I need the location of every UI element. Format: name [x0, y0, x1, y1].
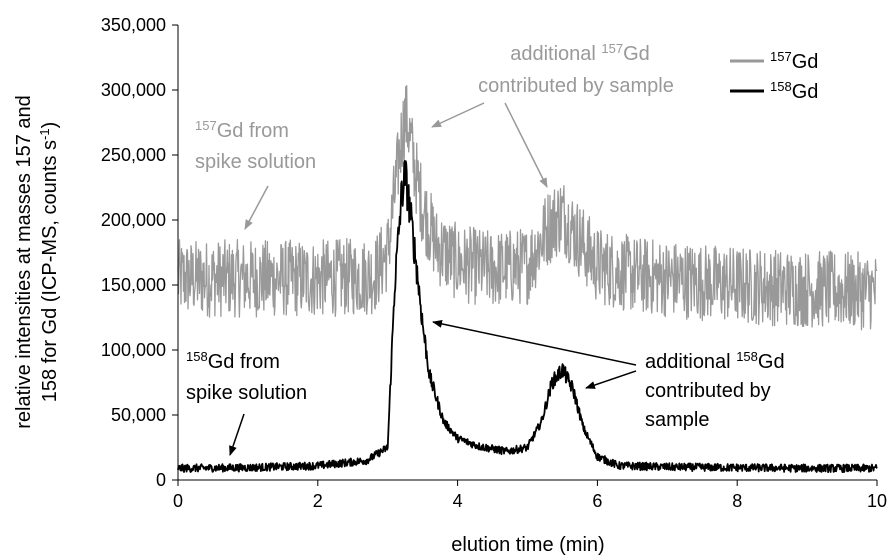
annotation-arrow-157gd-peak2	[504, 102, 548, 188]
x-tick-label: 10	[867, 491, 887, 511]
annotation-158gd-additional-line2: contributed by	[645, 380, 771, 402]
annotation-158gd-spike: 158Gd from spike solution	[186, 349, 307, 456]
legend-label-157gd: 157Gd	[770, 49, 818, 73]
y-axis-title-line2: 158 for Gd (ICP-MS, counts s-1)	[37, 122, 61, 403]
annotation-157gd-additional-line2: contributed by sample	[478, 75, 674, 97]
y-tick-label: 100,000	[101, 340, 166, 360]
x-tick-label: 8	[732, 491, 742, 511]
annotation-158gd-additional-line1: additional 158Gd	[645, 349, 785, 373]
annotation-158gd-additional-line3: sample	[645, 409, 709, 431]
annotation-157gd-additional: additional 157Gd contributed by sample	[431, 41, 674, 188]
axes	[172, 24, 878, 486]
plot-area	[177, 85, 878, 474]
y-tick-label: 200,000	[101, 210, 166, 230]
annotation-arrow-158gd-peak2	[585, 370, 637, 389]
annotation-157gd-spike-line2: spike solution	[195, 151, 316, 173]
x-axis-title: elution time (min)	[451, 534, 604, 556]
x-tick-label: 6	[592, 491, 602, 511]
x-tick-label: 0	[173, 491, 183, 511]
annotation-157gd-additional-line1: additional 157Gd	[510, 41, 650, 65]
annotation-158gd-additional: additional 158Gd contributed by sample	[432, 319, 785, 431]
y-tick-label: 250,000	[101, 145, 166, 165]
annotation-arrow-157gd-spike	[244, 185, 269, 230]
y-tick-label: 300,000	[101, 80, 166, 100]
series-line-158gd	[177, 160, 878, 474]
y-tick-label: 50,000	[111, 405, 166, 425]
y-tick-label: 0	[156, 470, 166, 490]
tick-labels: 0 50,000 100,000 150,000 200,000 250,000 300,0…	[101, 15, 887, 511]
y-tick-label: 150,000	[101, 275, 166, 295]
annotation-arrow-158gd-peak1	[432, 319, 637, 366]
y-axis-title-line1: relative intensities at masses 157 and	[13, 95, 35, 429]
annotation-158gd-spike-line2: spike solution	[186, 382, 307, 404]
x-tick-label: 4	[453, 491, 463, 511]
legend-label-158gd: 158Gd	[770, 79, 818, 103]
annotation-arrow-158gd-spike	[229, 413, 245, 456]
annotation-157gd-spike: 157Gd from spike solution	[195, 118, 316, 230]
annotation-158gd-spike-line1: 158Gd from	[186, 349, 280, 373]
legend: 157Gd 158Gd	[730, 49, 818, 103]
y-axis-title: relative intensities at masses 157 and 1…	[13, 95, 61, 429]
annotation-arrow-157gd-peak1	[431, 102, 485, 128]
series-line-157gd	[177, 85, 878, 331]
annotation-157gd-spike-line1: 157Gd from	[195, 118, 289, 142]
y-tick-label: 350,000	[101, 15, 166, 35]
x-tick-label: 2	[313, 491, 323, 511]
